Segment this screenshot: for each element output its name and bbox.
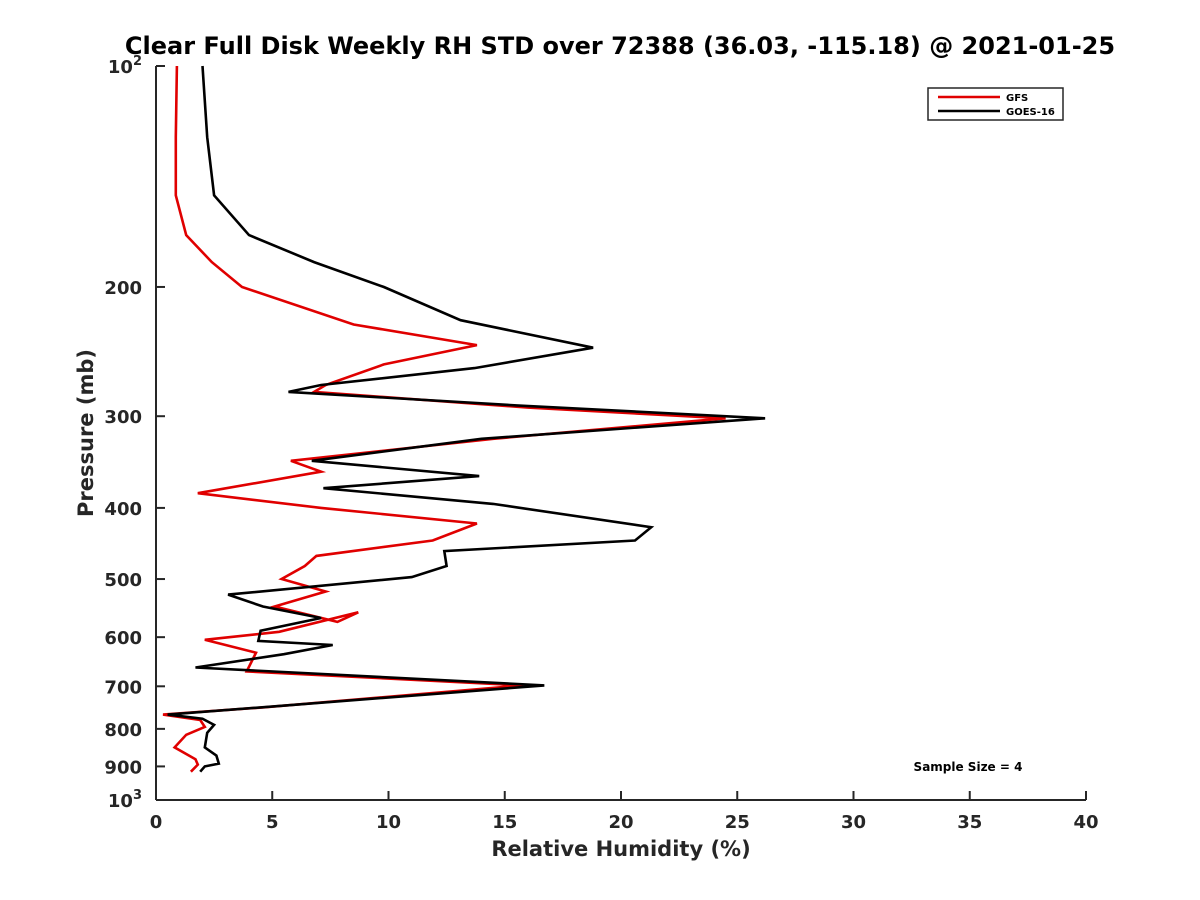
y-tick-label: 200 xyxy=(104,278,142,299)
series-line-goes-16 xyxy=(167,65,766,773)
x-tick-label: 0 xyxy=(150,812,163,833)
y-axis-label: Pressure (mb) xyxy=(74,349,98,517)
legend-label-goes-16: GOES-16 xyxy=(1006,107,1055,118)
series-layer xyxy=(162,65,766,773)
y-tick-label: 102 xyxy=(108,54,142,78)
x-tick-label: 5 xyxy=(266,812,279,833)
x-tick-label: 20 xyxy=(608,812,633,833)
y-tick-exponent: 3 xyxy=(133,788,142,803)
x-tick-label: 40 xyxy=(1073,812,1098,833)
y-tick-label: 400 xyxy=(104,499,142,520)
legend-label-gfs: GFS xyxy=(1006,93,1028,104)
x-tick-label: 35 xyxy=(957,812,982,833)
y-tick-label: 800 xyxy=(104,720,142,741)
y-tick-label: 500 xyxy=(104,570,142,591)
y-tick-label: 900 xyxy=(104,757,142,778)
x-tick-label: 25 xyxy=(725,812,750,833)
tick-layer: 0 5 10 15 20 25 30 35 40102200300400500600700800… xyxy=(104,54,1098,833)
y-tick-base: 10 xyxy=(108,791,133,812)
y-tick-label: 300 xyxy=(104,407,142,428)
y-tick-base: 10 xyxy=(108,57,133,78)
y-tick-exponent: 2 xyxy=(133,54,142,69)
y-tick-label: 103 xyxy=(108,788,142,812)
x-tick-label: 15 xyxy=(492,812,517,833)
y-tick-label: 700 xyxy=(104,677,142,698)
x-tick-label: 30 xyxy=(841,812,866,833)
sample-size-annotation: Sample Size = 4 xyxy=(914,760,1023,774)
chart-title: Clear Full Disk Weekly RH STD over 72388… xyxy=(125,32,1115,60)
legend: GFS GOES-16 xyxy=(927,87,1064,121)
legend-box xyxy=(927,87,1064,121)
y-tick-label: 600 xyxy=(104,628,142,649)
x-axis-label: Relative Humidity (%) xyxy=(491,837,750,861)
x-tick-label: 10 xyxy=(376,812,401,833)
